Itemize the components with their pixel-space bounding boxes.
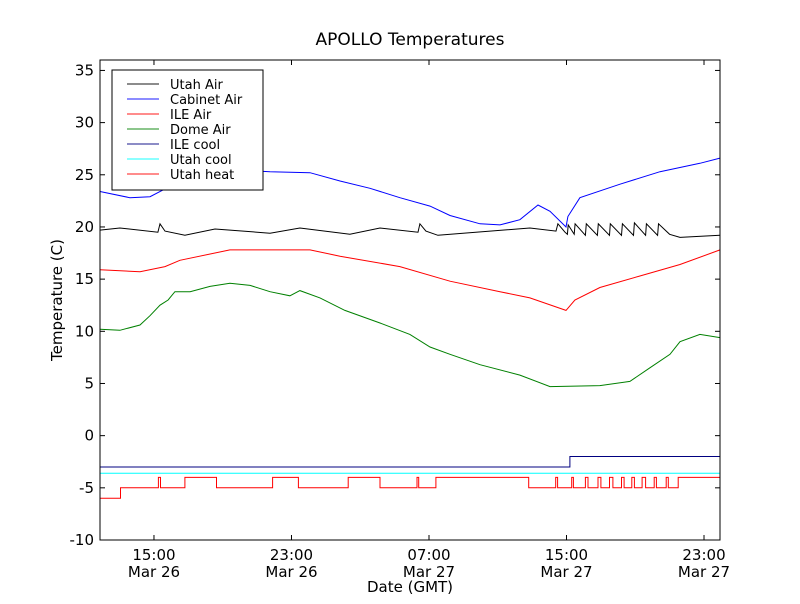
y-axis-label: Temperature (C) xyxy=(48,239,66,362)
y-tick-label: 10 xyxy=(75,322,94,340)
chart-title: APOLLO Temperatures xyxy=(316,30,505,50)
x-tick-date: Mar 27 xyxy=(540,563,592,581)
x-tick-date: Mar 26 xyxy=(265,563,317,581)
series-line-dome-air xyxy=(99,282,721,388)
legend-label: ILE cool xyxy=(170,138,220,153)
x-tick-time: 07:00 xyxy=(407,546,450,564)
x-tick-date: Mar 26 xyxy=(128,563,180,581)
x-axis-label: Date (GMT) xyxy=(367,578,453,596)
legend-label: Utah heat xyxy=(170,168,234,183)
y-tick-label: 20 xyxy=(75,218,94,236)
y-tick-label: -10 xyxy=(70,531,95,549)
x-tick-time: 23:00 xyxy=(270,546,313,564)
y-tick-label: 35 xyxy=(75,61,94,79)
x-tick-time: 15:00 xyxy=(132,546,175,564)
plot-frame xyxy=(99,59,721,541)
series-line-utah-air xyxy=(99,221,721,238)
legend-label: ILE Air xyxy=(170,108,212,123)
y-tick-label: 30 xyxy=(75,114,94,132)
series-line-utah-heat xyxy=(100,476,720,499)
legend-box xyxy=(111,69,264,191)
series-line-ile-cool xyxy=(100,456,720,468)
y-tick-label: 15 xyxy=(75,270,94,288)
legend-label: Dome Air xyxy=(170,123,231,138)
x-tick-time: 15:00 xyxy=(545,546,588,564)
legend-label: Utah cool xyxy=(170,153,232,168)
series-line-ile-air xyxy=(99,249,721,311)
y-tick-label: 0 xyxy=(84,427,94,445)
x-tick-time: 23:00 xyxy=(682,546,725,564)
y-tick-label: -5 xyxy=(79,479,94,497)
legend-label: Utah Air xyxy=(170,78,223,93)
legend-label: Cabinet Air xyxy=(170,93,243,108)
y-tick-label: 5 xyxy=(84,374,94,392)
y-tick-label: 25 xyxy=(75,166,94,184)
x-tick-date: Mar 27 xyxy=(678,563,730,581)
x-tick-date: Mar 27 xyxy=(403,563,455,581)
